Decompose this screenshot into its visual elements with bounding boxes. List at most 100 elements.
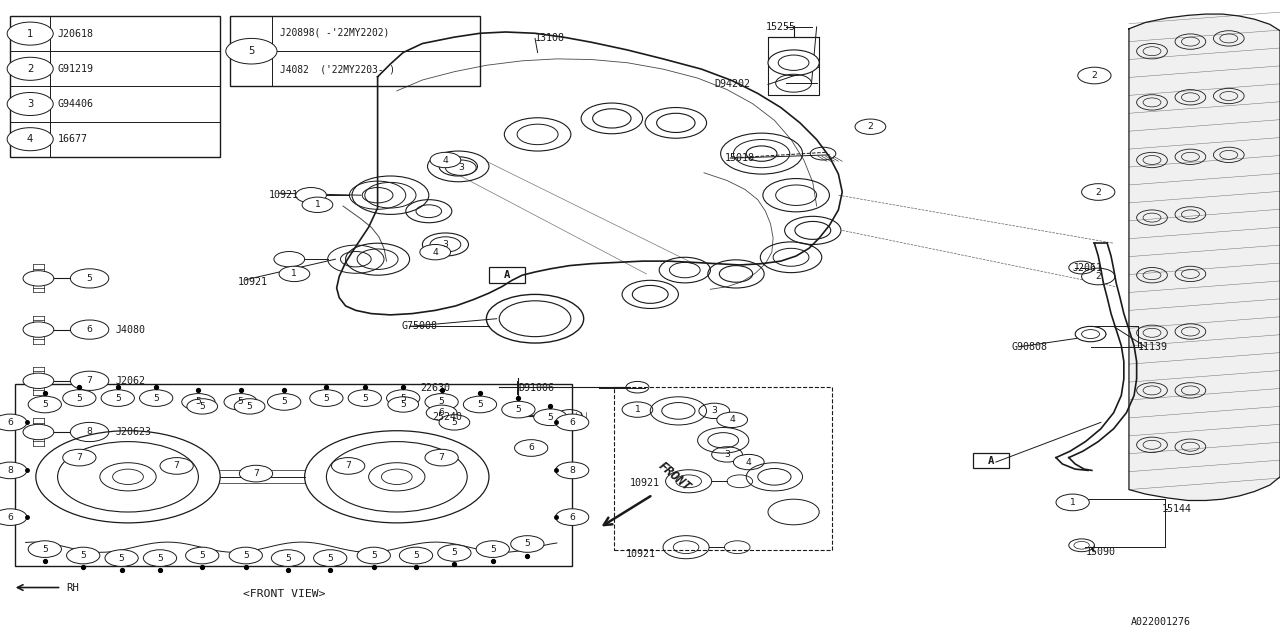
Text: 1: 1 [292,269,297,278]
Circle shape [268,394,301,410]
Text: A: A [504,270,509,280]
Text: 8: 8 [570,466,575,475]
Text: 7: 7 [439,453,444,462]
Text: 5: 5 [119,554,124,563]
Bar [614,387,832,550]
Text: 6: 6 [570,418,575,427]
Circle shape [1056,494,1089,511]
Circle shape [8,128,54,151]
Circle shape [143,550,177,566]
Circle shape [182,394,215,410]
Text: 5: 5 [115,394,120,403]
Text: 4: 4 [27,134,33,144]
Circle shape [229,547,262,564]
Text: J4080: J4080 [115,324,145,335]
Circle shape [0,414,27,431]
Text: 5: 5 [154,394,159,403]
Circle shape [234,399,265,414]
Circle shape [717,412,748,428]
Text: 5: 5 [77,394,82,403]
Text: FRONT: FRONT [655,459,692,493]
Text: 7: 7 [346,461,351,470]
Bar [230,16,480,86]
Circle shape [1082,184,1115,200]
Text: 5: 5 [516,405,521,414]
Text: 2: 2 [1096,272,1101,281]
Circle shape [239,465,273,482]
Text: 11139: 11139 [1138,342,1167,352]
Polygon shape [1129,14,1280,500]
Text: 7: 7 [174,461,179,470]
Text: 4: 4 [433,248,438,257]
Bar [973,453,1009,468]
Text: 5: 5 [42,545,47,554]
Text: 7: 7 [253,469,259,478]
Circle shape [160,458,193,474]
Circle shape [511,536,544,552]
Circle shape [556,509,589,525]
Circle shape [271,550,305,566]
Text: 5: 5 [200,402,205,411]
Text: 6: 6 [8,418,13,427]
Text: 5: 5 [525,540,530,548]
Circle shape [425,449,458,466]
Circle shape [387,390,420,406]
Text: 5: 5 [452,548,457,557]
Circle shape [28,541,61,557]
Text: 8: 8 [87,428,92,436]
Circle shape [534,409,567,426]
Text: 1: 1 [635,405,640,414]
Circle shape [279,266,310,282]
Text: 2: 2 [868,122,873,131]
Circle shape [0,509,27,525]
Text: 10921: 10921 [630,478,659,488]
Text: 5: 5 [328,554,333,563]
Circle shape [8,22,54,45]
Circle shape [855,119,886,134]
Circle shape [420,244,451,260]
Text: 5: 5 [248,46,255,56]
Text: 13108: 13108 [535,33,564,44]
Text: 8: 8 [8,466,13,475]
Circle shape [463,396,497,413]
Circle shape [225,38,276,64]
Text: 15255: 15255 [765,22,795,32]
Circle shape [23,424,54,440]
Circle shape [70,320,109,339]
Text: 6: 6 [570,513,575,522]
Circle shape [438,545,471,561]
Text: D94202: D94202 [714,79,750,90]
Circle shape [63,449,96,466]
Circle shape [23,322,54,337]
Text: 5: 5 [548,413,553,422]
Text: G91219: G91219 [58,64,93,74]
Circle shape [515,440,548,456]
Circle shape [768,50,819,76]
Circle shape [101,390,134,406]
Bar [489,267,525,283]
Circle shape [445,160,476,175]
Text: <FRONT VIEW>: <FRONT VIEW> [243,589,325,599]
Text: 6: 6 [529,444,534,452]
Circle shape [70,371,109,390]
Text: 10921: 10921 [269,190,298,200]
Text: 1: 1 [315,200,320,209]
Text: 4: 4 [730,415,735,424]
Text: 5: 5 [247,402,252,411]
Text: 2: 2 [27,64,33,74]
Circle shape [28,396,61,413]
Circle shape [712,447,742,462]
Text: 5: 5 [42,400,47,409]
Circle shape [70,422,109,442]
Text: 5: 5 [285,554,291,563]
Text: 5: 5 [452,418,457,427]
Text: 5: 5 [490,545,495,554]
Text: 5: 5 [87,274,92,283]
Circle shape [502,401,535,418]
Text: 15090: 15090 [1085,547,1115,557]
Circle shape [296,188,326,203]
Text: 5: 5 [282,397,287,406]
Circle shape [23,373,54,388]
Circle shape [399,547,433,564]
Circle shape [67,547,100,564]
